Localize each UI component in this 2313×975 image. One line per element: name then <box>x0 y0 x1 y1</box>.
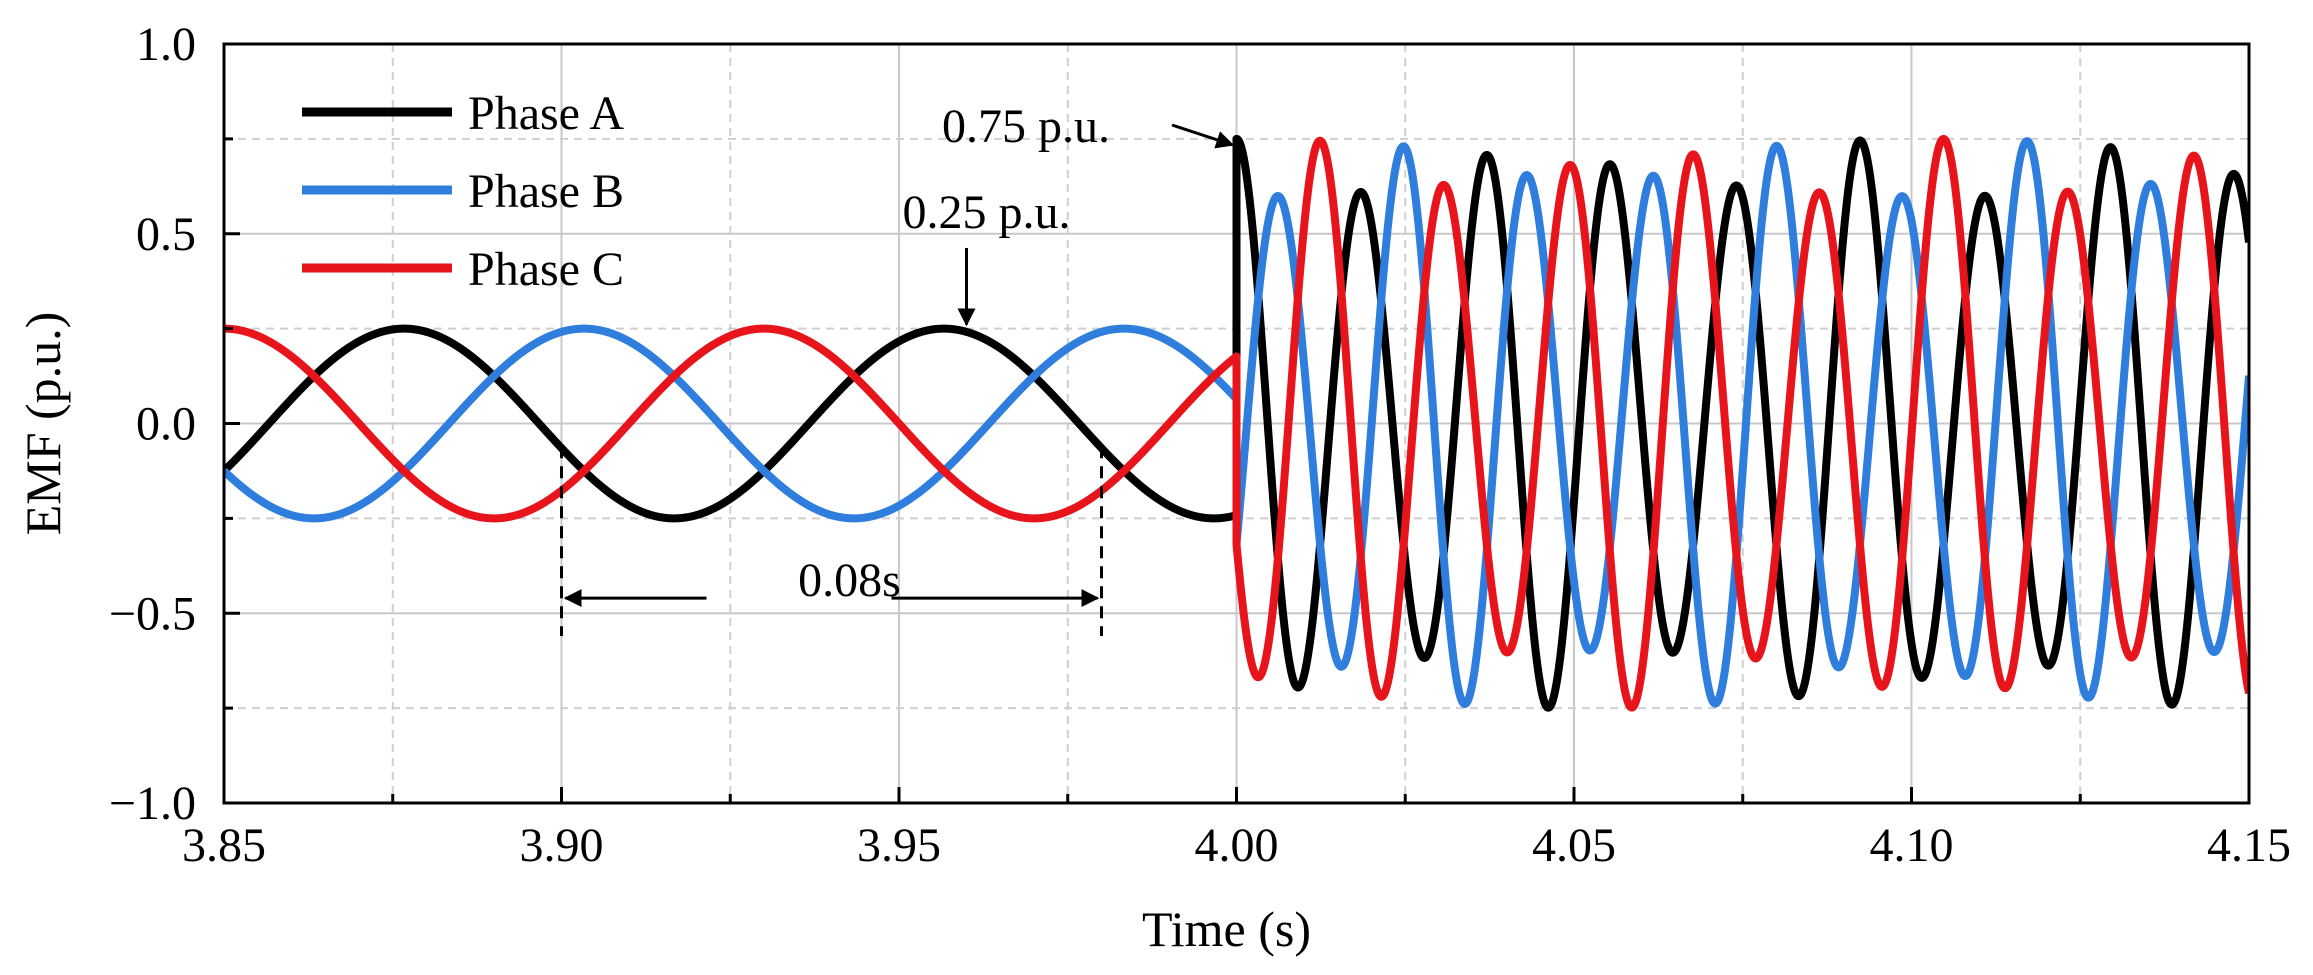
y-axis-label: EMF (p.u.) <box>15 312 71 536</box>
annotation-025pu: 0.25 p.u. <box>903 186 1071 239</box>
x-tick-label: 3.85 <box>182 819 266 872</box>
x-tick-label: 4.05 <box>1532 819 1616 872</box>
legend-label-phase-b: Phase B <box>468 165 624 218</box>
y-tick-label: 0.0 <box>136 398 196 451</box>
axis-ticks: 3.85 3.90 3.95 4.00 4.05 4.10 4.15 −1.0 −0.5 0.0 0… <box>109 18 2291 872</box>
x-tick-label: 4.00 <box>1195 819 1279 872</box>
annotation-period-marks <box>560 446 1103 637</box>
x-tick-label: 4.10 <box>1870 819 1954 872</box>
x-tick-label: 3.90 <box>520 819 604 872</box>
y-tick-label: −0.5 <box>109 587 196 640</box>
annotation-075pu-arrow <box>1171 123 1235 149</box>
annotation-period: 0.08s <box>798 554 901 607</box>
x-axis-label: Time (s) <box>1142 901 1311 957</box>
y-tick-label: −1.0 <box>109 777 196 830</box>
x-tick-label: 4.15 <box>2207 819 2291 872</box>
annotation-075pu: 0.75 p.u. <box>942 100 1110 153</box>
legend: Phase A Phase B Phase C <box>302 87 624 296</box>
legend-label-phase-c: Phase C <box>468 243 624 296</box>
x-tick-label: 3.95 <box>857 819 941 872</box>
y-tick-label: 0.5 <box>136 208 196 261</box>
legend-label-phase-a: Phase A <box>468 87 624 140</box>
y-tick-label: 1.0 <box>136 18 196 71</box>
annotations: 0.75 p.u. 0.25 p.u. 0.08s <box>560 100 1235 637</box>
